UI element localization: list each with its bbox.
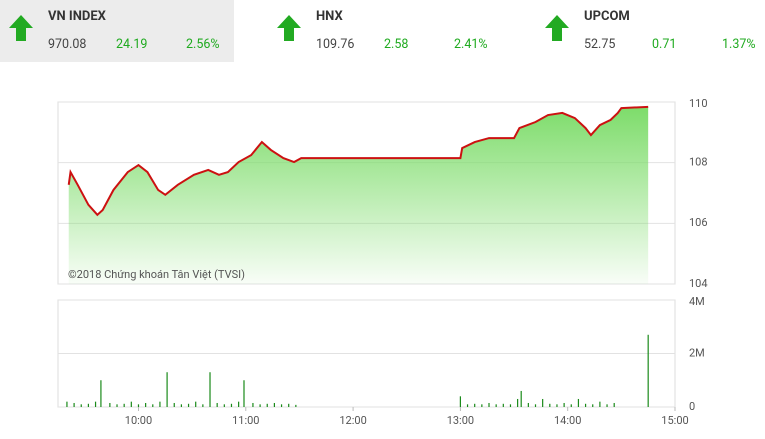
- volume-bar: [80, 404, 82, 407]
- volume-bar: [159, 401, 161, 407]
- y-tick-label: 108: [689, 156, 708, 169]
- volume-bar: [166, 372, 168, 407]
- volume-bar: [137, 404, 140, 407]
- volume-bar: [238, 401, 240, 407]
- index-name: VN INDEX: [48, 9, 106, 24]
- index-change: 2.58: [384, 37, 409, 52]
- volume-bar: [577, 398, 580, 407]
- volume-bar: [66, 401, 68, 407]
- index-tile[interactable]: VN INDEX 970.08 24.19 2.56%: [0, 0, 234, 62]
- index-value: 109.76: [316, 37, 355, 52]
- volume-bar: [202, 404, 204, 407]
- volume-bar: [647, 334, 649, 407]
- price-area: [68, 106, 649, 284]
- index-name: UPCOM: [584, 9, 630, 24]
- volume-bar: [87, 403, 90, 407]
- volume-bar: [273, 402, 275, 407]
- volume-bar: [509, 404, 512, 407]
- volume-bar: [534, 404, 537, 407]
- volume-bar: [613, 402, 615, 407]
- volume-bar: [173, 402, 175, 407]
- index-value: 52.75: [584, 37, 616, 52]
- volume-bar: [180, 404, 182, 407]
- volume-bar: [556, 404, 558, 407]
- y-tick-label: 4M: [689, 295, 705, 308]
- volume-bar: [474, 403, 476, 407]
- volume-bar: [606, 404, 608, 407]
- volume-bar: [187, 403, 190, 407]
- volume-bar: [527, 402, 529, 407]
- volume-bar: [94, 401, 97, 407]
- index-bar: VN INDEX 970.08 24.19 2.56% HNX 109.76 2.58 2.4…: [0, 0, 765, 62]
- x-tick-label: 14:00: [554, 414, 581, 427]
- y-tick-label: 110: [689, 97, 708, 110]
- volume-bar: [100, 380, 102, 407]
- index-tile[interactable]: HNX 109.76 2.58 2.41%: [268, 0, 502, 62]
- volume-bar: [520, 390, 522, 407]
- index-tile[interactable]: UPCOM 52.75 0.71 1.37%: [536, 0, 765, 62]
- volume-bar: [152, 404, 154, 407]
- volume-bar: [243, 380, 245, 407]
- volume-bar: [195, 401, 197, 407]
- index-name: HNX: [316, 9, 343, 24]
- index-value: 970.08: [48, 37, 87, 52]
- volume-bar: [280, 404, 283, 407]
- index-percent: 2.41%: [454, 37, 488, 52]
- volume-bar: [592, 404, 594, 407]
- volume-bar: [502, 403, 504, 407]
- volume-bar: [549, 403, 551, 407]
- x-tick-label: 15:00: [661, 414, 688, 427]
- volume-bar: [216, 402, 218, 407]
- volume-bar: [130, 401, 132, 407]
- up-arrow: [277, 15, 301, 41]
- volume-bar: [145, 402, 147, 407]
- volume-bar: [109, 402, 111, 407]
- y-tick-label: 104: [689, 277, 708, 290]
- volume-bar: [517, 398, 519, 407]
- volume-bar: [570, 404, 572, 407]
- x-tick-label: 13:00: [447, 414, 474, 427]
- volume-bar: [584, 403, 587, 407]
- volume-bar: [466, 404, 469, 407]
- volume-bar: [223, 404, 225, 407]
- index-percent: 2.56%: [186, 37, 220, 52]
- y-tick-label: 0: [689, 400, 695, 413]
- volume-bar: [209, 372, 211, 407]
- copyright: ©2018 Chứng khoán Tân Việt (TVSI): [68, 268, 245, 281]
- x-tick-label: 11:00: [232, 414, 259, 427]
- volume-bar: [266, 403, 268, 407]
- volume-bar: [495, 404, 497, 407]
- volume-bar: [252, 402, 254, 407]
- index-change: 0.71: [652, 37, 677, 52]
- y-tick-label: 2M: [689, 346, 705, 359]
- volume-bar: [230, 403, 233, 407]
- volume-bar: [542, 398, 544, 407]
- volume-bar: [295, 404, 297, 407]
- index-change: 24.19: [116, 37, 148, 52]
- up-arrow: [545, 15, 569, 41]
- volume-bar: [259, 404, 261, 407]
- volume-bar: [73, 402, 75, 407]
- volume-bar: [116, 404, 118, 407]
- x-tick-label: 12:00: [339, 414, 366, 427]
- volume-bar: [488, 402, 490, 407]
- up-arrow: [9, 15, 33, 41]
- y-tick-label: 106: [689, 216, 708, 229]
- volume-bar: [123, 403, 125, 407]
- volume-bar: [481, 404, 483, 407]
- volume-bar: [563, 402, 565, 407]
- index-percent: 1.37%: [722, 37, 756, 52]
- volume-bar: [288, 403, 290, 407]
- x-tick-label: 10:00: [125, 414, 152, 427]
- price-line: [67, 105, 649, 217]
- volume-bar: [459, 396, 461, 407]
- volume-bar: [599, 401, 601, 407]
